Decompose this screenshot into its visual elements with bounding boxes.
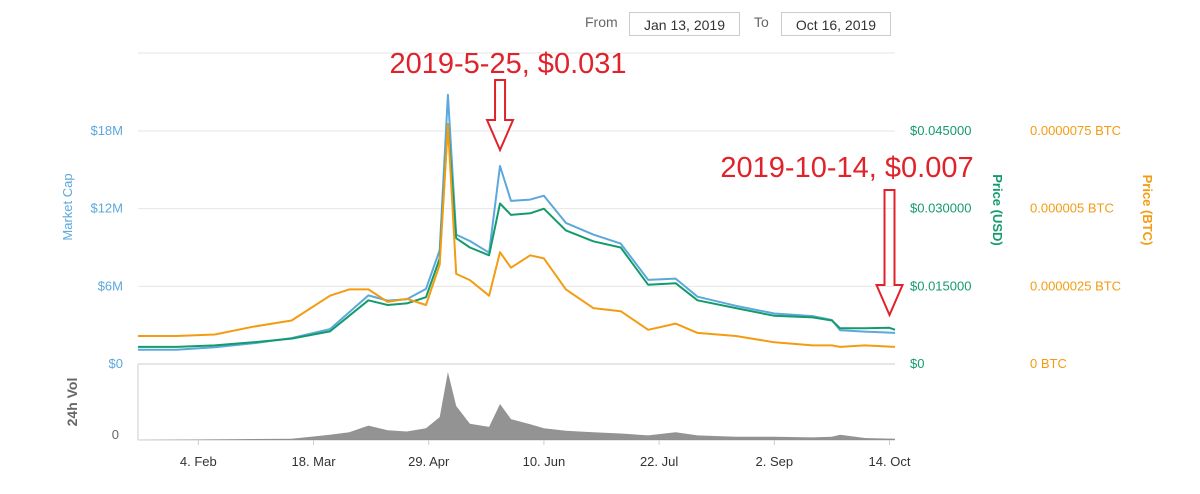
price-btc-tick-label: 0.0000025 BTC [1030, 278, 1121, 293]
volume-area [138, 372, 895, 440]
price-usd-tick-label: $0 [910, 356, 924, 371]
annotation-peak-arrow [485, 79, 515, 153]
from-label: From [585, 14, 618, 30]
market-cap-tick-label: $0 [109, 356, 123, 371]
price-btc-tick-label: 0.000005 BTC [1030, 201, 1114, 216]
to-label: To [754, 14, 769, 30]
market-cap-line [138, 93, 896, 351]
x-tick-label: 29. Apr [408, 454, 450, 469]
market-cap-axis-title: Market Cap [60, 173, 75, 240]
price-btc-tick-label: 0.0000075 BTC [1030, 123, 1121, 138]
price-usd-tick-label: $0.015000 [910, 278, 971, 293]
x-tick-label: 22. Jul [640, 454, 678, 469]
annotation-latest-label: 2019-10-14, $0.007 [720, 152, 973, 184]
market-cap-tick-label: $18M [90, 123, 123, 138]
price-btc-axis-title: Price (BTC) [1140, 175, 1155, 246]
x-tick-label: 18. Mar [291, 454, 336, 469]
price-usd-tick-label: $0.030000 [910, 201, 971, 216]
x-tick-label: 14. Oct [869, 454, 911, 469]
price-btc-line [138, 123, 896, 348]
market-cap-tick-label: $6M [98, 278, 123, 293]
price-btc-tick-label: 0 BTC [1030, 356, 1067, 371]
x-tick-label: 2. Sep [756, 454, 794, 469]
to-date-input[interactable]: Oct 16, 2019 [781, 12, 891, 36]
x-tick-label: 4. Feb [180, 454, 217, 469]
price-usd-line [138, 123, 896, 348]
price-usd-tick-label: $0.045000 [910, 123, 971, 138]
from-date-input[interactable]: Jan 13, 2019 [629, 12, 740, 36]
annotation-peak-label: 2019-5-25, $0.031 [389, 48, 626, 80]
volume-tick-label: 0 [112, 427, 119, 442]
annotation-latest-arrow [874, 189, 905, 318]
x-tick-label: 10. Jun [523, 454, 566, 469]
volume-axis-title: 24h Vol [64, 378, 80, 427]
market-cap-tick-label: $12M [90, 201, 123, 216]
price-usd-axis-title: Price (USD) [990, 174, 1005, 246]
